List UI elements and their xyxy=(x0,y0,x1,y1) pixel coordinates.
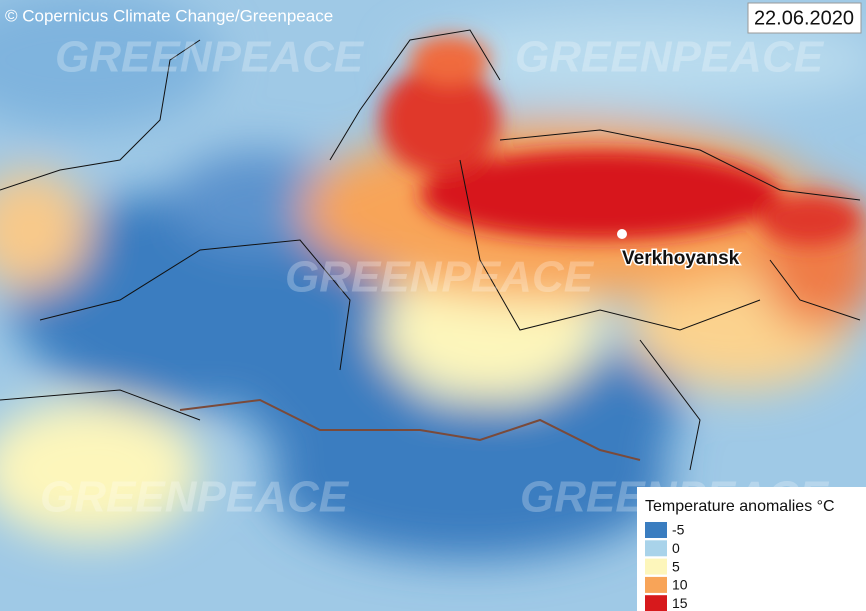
legend-swatch xyxy=(645,522,667,538)
borders xyxy=(0,29,861,471)
date-box xyxy=(747,2,862,34)
legend-label: 5 xyxy=(672,558,680,574)
legend-label: 10 xyxy=(672,577,688,593)
legend-label: 15 xyxy=(672,595,688,611)
legend-label: -5 xyxy=(672,522,685,538)
watermark: GREENPEACE xyxy=(515,33,825,82)
legend-swatch xyxy=(645,595,667,611)
watermark: GREENPEACE xyxy=(55,33,365,82)
legend-swatch xyxy=(645,558,667,575)
date: 22.06.2020 xyxy=(754,7,854,29)
hot-region xyxy=(380,35,860,245)
legend-label: 0 xyxy=(672,540,680,556)
credit: © Copernicus Climate Change/Greenpeace xyxy=(5,6,333,25)
place-marker xyxy=(617,229,627,239)
legend-swatch xyxy=(645,540,667,557)
watermark: GREENPEACE xyxy=(40,473,350,522)
legend-box xyxy=(637,487,866,611)
legend-title: Temperature anomalies °C xyxy=(645,498,835,515)
watermark: GREENPEACE xyxy=(285,253,595,302)
legend: Temperature anomalies °C -5 0 5 10 15 xyxy=(637,487,866,611)
legend-swatch xyxy=(645,576,667,593)
place-label: Verkhoyansk xyxy=(622,248,740,269)
